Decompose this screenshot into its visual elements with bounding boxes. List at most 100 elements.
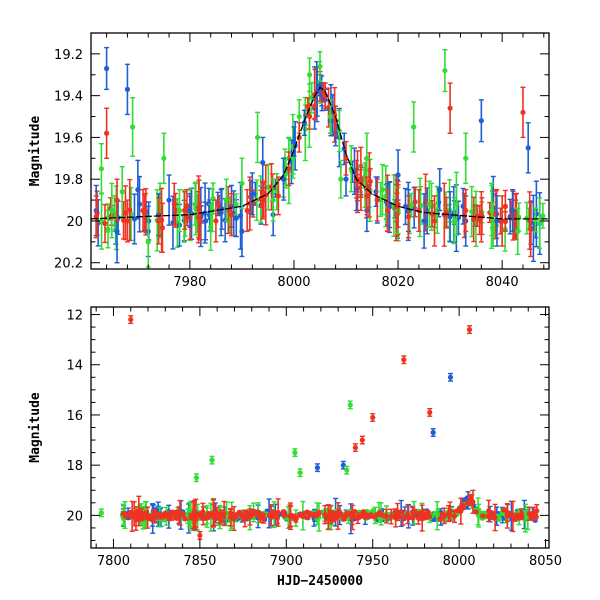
series-3-point	[199, 514, 205, 520]
series-2-point	[536, 220, 543, 226]
series-2-point	[532, 217, 538, 223]
x-tick-label: 8000	[277, 275, 310, 290]
series-2-point	[176, 207, 183, 214]
y-axis-title: Magnitude	[28, 116, 43, 187]
series-3-point	[506, 510, 512, 516]
series-2-outlier	[297, 470, 303, 476]
series-2-point	[98, 166, 105, 172]
series-3-point	[419, 515, 425, 521]
series-2-outlier	[98, 510, 104, 516]
series-3-point	[140, 207, 146, 214]
series-2-outlier	[344, 467, 350, 473]
series-3-point	[520, 109, 526, 115]
series-2-point	[254, 197, 260, 203]
series-3-point	[411, 511, 417, 517]
series-2-point	[223, 197, 229, 203]
series-2-point	[453, 201, 460, 207]
series-3-point	[385, 207, 391, 214]
series-3-point	[533, 513, 539, 519]
series-3-point	[182, 516, 188, 522]
x-tick-label: 8020	[382, 275, 415, 290]
plot-area	[91, 46, 549, 268]
series-3-point	[397, 509, 404, 515]
y-tick-label: 16	[66, 409, 83, 424]
series-3-point	[405, 214, 412, 220]
series-1-outlier	[314, 465, 321, 471]
y-tick-label: 20	[66, 215, 83, 230]
series-1-point	[104, 65, 110, 72]
series-3-point	[415, 515, 421, 521]
x-tick-label: 8050	[529, 554, 562, 569]
series-2-point	[270, 197, 276, 203]
series-3-point	[220, 514, 227, 520]
series-3-point	[400, 515, 406, 521]
x-axis-title: HJD−2450000	[277, 574, 363, 589]
series-3-point	[296, 512, 303, 518]
series-3-outlier	[128, 316, 134, 323]
y-tick-label: 18	[66, 459, 83, 474]
series-1-point	[202, 218, 209, 224]
series-1-point	[291, 139, 297, 145]
series-1-point	[395, 172, 401, 178]
series-3-outlier	[359, 437, 365, 443]
series-3-point	[149, 517, 155, 523]
series-2-outlier	[347, 402, 353, 408]
x-tick-label: 7900	[270, 554, 303, 569]
series-2-point	[254, 134, 261, 141]
series-3-point	[341, 516, 347, 522]
series-2-point	[434, 513, 440, 519]
series-3-point	[447, 105, 453, 111]
series-3-outlier	[370, 414, 376, 421]
series-3-point	[499, 218, 505, 224]
series-3-point	[471, 216, 477, 223]
series-3-point	[425, 509, 431, 515]
series-3-point	[332, 515, 338, 522]
series-3-point	[281, 513, 288, 519]
series-3-point	[275, 193, 281, 199]
series-3-point	[451, 513, 458, 519]
series-2-point	[233, 201, 239, 207]
series-3-point	[124, 218, 131, 224]
series-3-point	[518, 511, 525, 517]
series-3-point	[244, 207, 250, 214]
series-3-point	[252, 511, 258, 518]
series-3-point	[431, 218, 438, 224]
series-3-point	[316, 509, 322, 515]
series-3-point	[197, 218, 203, 224]
series-3-point	[274, 515, 280, 521]
bottom-panel: 7800 7850 7900 7950 8000 8050 12 14 16 18 20 Magnit…	[28, 306, 562, 589]
series-3-point	[281, 509, 287, 515]
series-3-point	[350, 514, 356, 520]
y-tick-label: 20	[66, 509, 83, 524]
series-3-point	[382, 513, 388, 519]
plot-area	[98, 315, 540, 540]
series-3-point	[102, 220, 108, 227]
series-1-point	[317, 82, 323, 88]
series-3-point	[180, 511, 186, 518]
series-2-point	[317, 63, 323, 70]
series-3-point	[457, 505, 463, 511]
series-3-point	[410, 515, 416, 521]
series-1-point	[249, 191, 255, 197]
series-3-point	[182, 207, 188, 214]
series-2-point	[306, 72, 313, 78]
series-3-point	[406, 515, 412, 521]
series-3-point	[325, 514, 331, 520]
series-3-point	[228, 510, 234, 516]
series-3-point	[490, 514, 496, 520]
series-1-point	[301, 120, 307, 126]
series-3-point	[467, 501, 474, 507]
series-3-point	[312, 511, 318, 517]
series-3-point	[267, 512, 273, 518]
series-3-point	[210, 513, 216, 519]
y-tick-label: 19.8	[54, 173, 83, 188]
y-tick-label: 19.2	[54, 48, 83, 63]
series-3-point	[364, 193, 370, 199]
series-3-point	[388, 513, 394, 520]
series-3-point	[374, 197, 380, 203]
series-1-point	[421, 218, 427, 224]
series-3-point	[142, 510, 148, 516]
series-1-point	[135, 187, 141, 193]
x-tick-label: 7950	[356, 554, 389, 569]
series-2-point	[411, 124, 417, 130]
